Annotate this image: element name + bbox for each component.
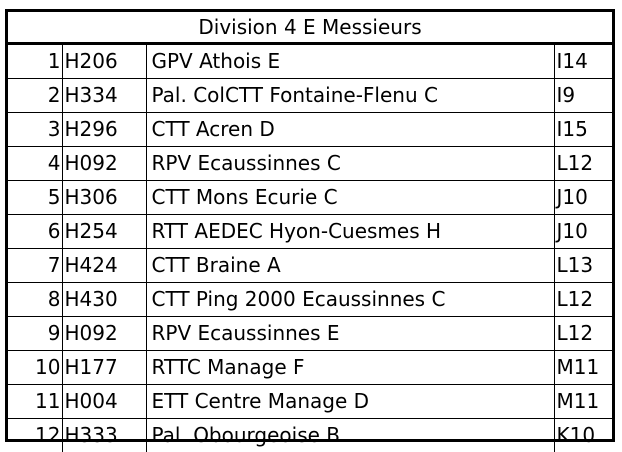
group-cell: L12	[554, 147, 612, 181]
code-cell: H296	[62, 113, 146, 147]
team-cell: RPV Ecaussinnes E	[146, 317, 554, 351]
rank-cell: 12	[8, 419, 62, 452]
team-cell: CTT Acren D	[146, 113, 554, 147]
table-row: 12 H333 Pal. Obourgeoise B K10	[8, 419, 612, 452]
table-row: 9 H092 RPV Ecaussinnes E L12	[8, 317, 612, 351]
team-cell: RPV Ecaussinnes C	[146, 147, 554, 181]
group-cell: L12	[554, 283, 612, 317]
team-table: 1 H206 GPV Athois E I14 2 H334 Pal. ColC…	[8, 45, 612, 452]
code-cell: H254	[62, 215, 146, 249]
rank-cell: 11	[8, 385, 62, 419]
code-cell: H177	[62, 351, 146, 385]
team-cell: Pal. Obourgeoise B	[146, 419, 554, 452]
group-cell: L12	[554, 317, 612, 351]
code-cell: H333	[62, 419, 146, 452]
code-cell: H004	[62, 385, 146, 419]
code-cell: H092	[62, 147, 146, 181]
team-cell: ETT Centre Manage D	[146, 385, 554, 419]
code-cell: H092	[62, 317, 146, 351]
rank-cell: 10	[8, 351, 62, 385]
code-cell: H306	[62, 181, 146, 215]
table-row: 6 H254 RTT AEDEC Hyon-Cuesmes H J10	[8, 215, 612, 249]
rank-cell: 8	[8, 283, 62, 317]
code-cell: H424	[62, 249, 146, 283]
table-title: Division 4 E Messieurs	[8, 12, 612, 45]
table-row: 3 H296 CTT Acren D I15	[8, 113, 612, 147]
group-cell: J10	[554, 181, 612, 215]
table-row: 10 H177 RTTC Manage F M11	[8, 351, 612, 385]
table-row: 4 H092 RPV Ecaussinnes C L12	[8, 147, 612, 181]
rank-cell: 4	[8, 147, 62, 181]
team-cell: GPV Athois E	[146, 45, 554, 79]
rank-cell: 3	[8, 113, 62, 147]
group-cell: I9	[554, 79, 612, 113]
code-cell: H206	[62, 45, 146, 79]
table-row: 5 H306 CTT Mons Ecurie C J10	[8, 181, 612, 215]
group-cell: L13	[554, 249, 612, 283]
group-cell: K10	[554, 419, 612, 452]
code-cell: H430	[62, 283, 146, 317]
team-cell: CTT Braine A	[146, 249, 554, 283]
team-cell: RTTC Manage F	[146, 351, 554, 385]
table-row: 11 H004 ETT Centre Manage D M11	[8, 385, 612, 419]
team-cell: CTT Mons Ecurie C	[146, 181, 554, 215]
table-row: 2 H334 Pal. ColCTT Fontaine-Flenu C I9	[8, 79, 612, 113]
code-cell: H334	[62, 79, 146, 113]
rank-cell: 2	[8, 79, 62, 113]
rank-cell: 7	[8, 249, 62, 283]
group-cell: M11	[554, 385, 612, 419]
group-cell: I14	[554, 45, 612, 79]
rank-cell: 9	[8, 317, 62, 351]
group-cell: M11	[554, 351, 612, 385]
team-cell: CTT Ping 2000 Ecaussinnes C	[146, 283, 554, 317]
division-table: Division 4 E Messieurs 1 H206 GPV Athois…	[5, 9, 615, 442]
table-row: 7 H424 CTT Braine A L13	[8, 249, 612, 283]
group-cell: J10	[554, 215, 612, 249]
group-cell: I15	[554, 113, 612, 147]
rank-cell: 5	[8, 181, 62, 215]
team-cell: Pal. ColCTT Fontaine-Flenu C	[146, 79, 554, 113]
rank-cell: 1	[8, 45, 62, 79]
table-row: 1 H206 GPV Athois E I14	[8, 45, 612, 79]
rank-cell: 6	[8, 215, 62, 249]
team-cell: RTT AEDEC Hyon-Cuesmes H	[146, 215, 554, 249]
table-row: 8 H430 CTT Ping 2000 Ecaussinnes C L12	[8, 283, 612, 317]
